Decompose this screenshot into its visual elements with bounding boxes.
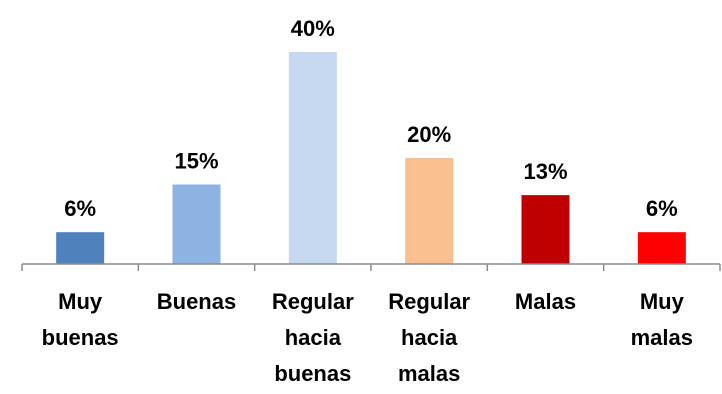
bar (288, 52, 337, 264)
bar-value-label: 20% (407, 122, 451, 147)
category-label-line: malas (631, 325, 693, 350)
category-label-line: Muy (58, 289, 103, 314)
category-label: Muy malas (631, 289, 693, 350)
bar-value-label: 6% (64, 196, 96, 221)
category-label-line: hacia (285, 325, 342, 350)
category-label-line: Muy (640, 289, 685, 314)
bar (521, 195, 570, 264)
bar-value-label: 15% (174, 149, 218, 174)
category-label-line: Regular (272, 289, 354, 314)
x-axis (21, 263, 721, 271)
bar (56, 232, 105, 264)
category-label: Regular hacia malas (388, 289, 470, 386)
category-label: Malas (515, 289, 576, 314)
category-label-line: Malas (515, 289, 576, 314)
category-label-line: buenas (42, 325, 119, 350)
bar (172, 184, 221, 264)
category-label-line: hacia (401, 325, 458, 350)
category-label: Muy buenas (42, 289, 119, 350)
category-label: Buenas (157, 289, 236, 314)
category-label-line: buenas (274, 361, 351, 386)
category-label: Regular hacia buenas (272, 289, 354, 386)
category-label-line: Buenas (157, 289, 236, 314)
bar-value-label: 40% (291, 16, 335, 41)
category-label-line: malas (398, 361, 460, 386)
bar (637, 232, 686, 264)
bar (405, 158, 454, 264)
bars-group (56, 52, 686, 264)
value-labels-group: 6% 15% 40% 20% 13% 6% (64, 16, 677, 221)
bar-value-label: 6% (646, 196, 678, 221)
bar-value-label: 13% (523, 159, 567, 184)
category-label-line: Regular (388, 289, 470, 314)
